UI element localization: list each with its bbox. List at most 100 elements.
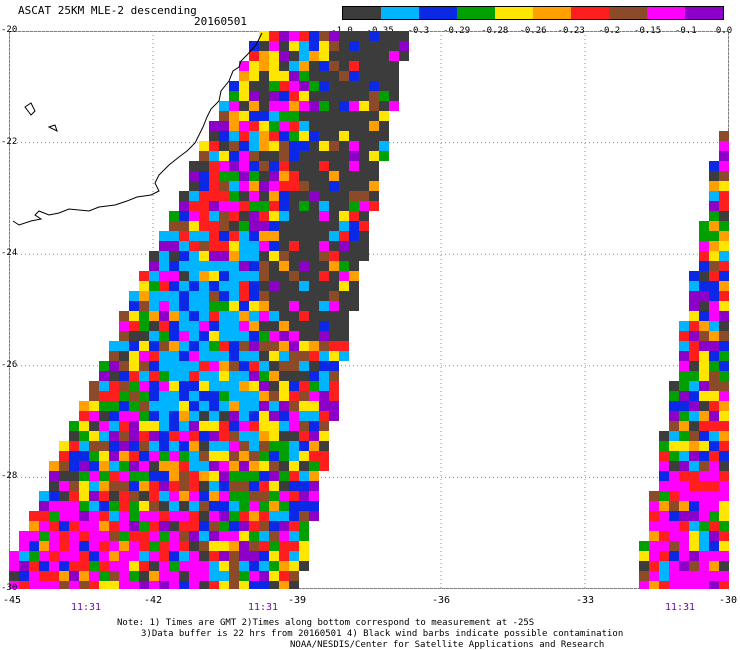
data-cell [169, 531, 179, 541]
data-cell [229, 401, 239, 411]
data-cell [149, 421, 159, 431]
data-cell [129, 391, 139, 401]
data-cell [9, 571, 19, 581]
data-cell [229, 351, 239, 361]
data-cell [269, 581, 279, 589]
data-cell [319, 101, 329, 111]
data-cell [329, 111, 339, 121]
data-cell [719, 471, 729, 481]
data-cell [249, 91, 259, 101]
data-cell [249, 331, 259, 341]
data-cell [219, 411, 229, 421]
data-cell [259, 161, 269, 171]
data-cell [329, 411, 339, 421]
data-cell [319, 411, 329, 421]
data-cell [199, 271, 209, 281]
data-cell [249, 421, 259, 431]
data-cell [319, 81, 329, 91]
data-cell [229, 211, 239, 221]
data-cell [119, 341, 129, 351]
data-cell [199, 371, 209, 381]
data-cell [239, 421, 249, 431]
data-cell [309, 431, 319, 441]
data-cell [719, 261, 729, 271]
data-cell [339, 281, 349, 291]
data-cell [169, 471, 179, 481]
data-cell [349, 151, 359, 161]
data-cell [189, 461, 199, 471]
data-cell [59, 481, 69, 491]
data-cell [289, 431, 299, 441]
data-cell [299, 381, 309, 391]
data-cell [69, 511, 79, 521]
data-cell [139, 411, 149, 421]
data-cell [319, 361, 329, 371]
data-cell [249, 391, 259, 401]
data-cell [209, 301, 219, 311]
data-cell [229, 411, 239, 421]
data-cell [139, 581, 149, 589]
data-cell [189, 191, 199, 201]
data-cell [139, 521, 149, 531]
data-cell [119, 531, 129, 541]
data-cell [239, 271, 249, 281]
data-cell [289, 231, 299, 241]
data-cell [99, 491, 109, 501]
data-cell [279, 111, 289, 121]
data-cell [199, 211, 209, 221]
data-cell [309, 501, 319, 511]
data-cell [209, 311, 219, 321]
data-cell [699, 241, 709, 251]
data-cell [139, 491, 149, 501]
data-cell [99, 421, 109, 431]
data-cell [249, 451, 259, 461]
data-cell [719, 251, 729, 261]
data-cell [239, 371, 249, 381]
data-cell [369, 141, 379, 151]
data-cell [239, 241, 249, 251]
swath-right [639, 131, 729, 589]
data-cell [679, 561, 689, 571]
data-cell [209, 481, 219, 491]
data-cell [259, 211, 269, 221]
data-cell [299, 361, 309, 371]
data-cell [379, 91, 389, 101]
data-cell [59, 451, 69, 461]
data-cell [109, 511, 119, 521]
data-cell [199, 531, 209, 541]
data-cell [369, 81, 379, 91]
data-cell [109, 371, 119, 381]
data-cell [679, 451, 689, 461]
data-cell [279, 261, 289, 271]
data-cell [679, 371, 689, 381]
data-cell [169, 521, 179, 531]
data-cell [69, 561, 79, 571]
data-cell [229, 431, 239, 441]
data-cell [259, 91, 269, 101]
data-cell [719, 421, 729, 431]
data-cell [229, 191, 239, 201]
data-cell [709, 541, 719, 551]
data-cell [229, 151, 239, 161]
data-cell [219, 581, 229, 589]
data-cell [259, 321, 269, 331]
data-cell [149, 441, 159, 451]
data-cell [199, 171, 209, 181]
data-cell [719, 341, 729, 351]
data-cell [669, 511, 679, 521]
data-cell [299, 261, 309, 271]
data-cell [99, 501, 109, 511]
data-cell [209, 121, 219, 131]
data-cell [189, 311, 199, 321]
data-cell [379, 141, 389, 151]
data-cell [69, 571, 79, 581]
data-cell [199, 261, 209, 271]
data-cell [129, 341, 139, 351]
data-cell [259, 221, 269, 231]
data-cell [709, 381, 719, 391]
data-cell [269, 291, 279, 301]
data-cell [179, 491, 189, 501]
data-cell [169, 551, 179, 561]
data-cell [689, 431, 699, 441]
data-cell [279, 91, 289, 101]
